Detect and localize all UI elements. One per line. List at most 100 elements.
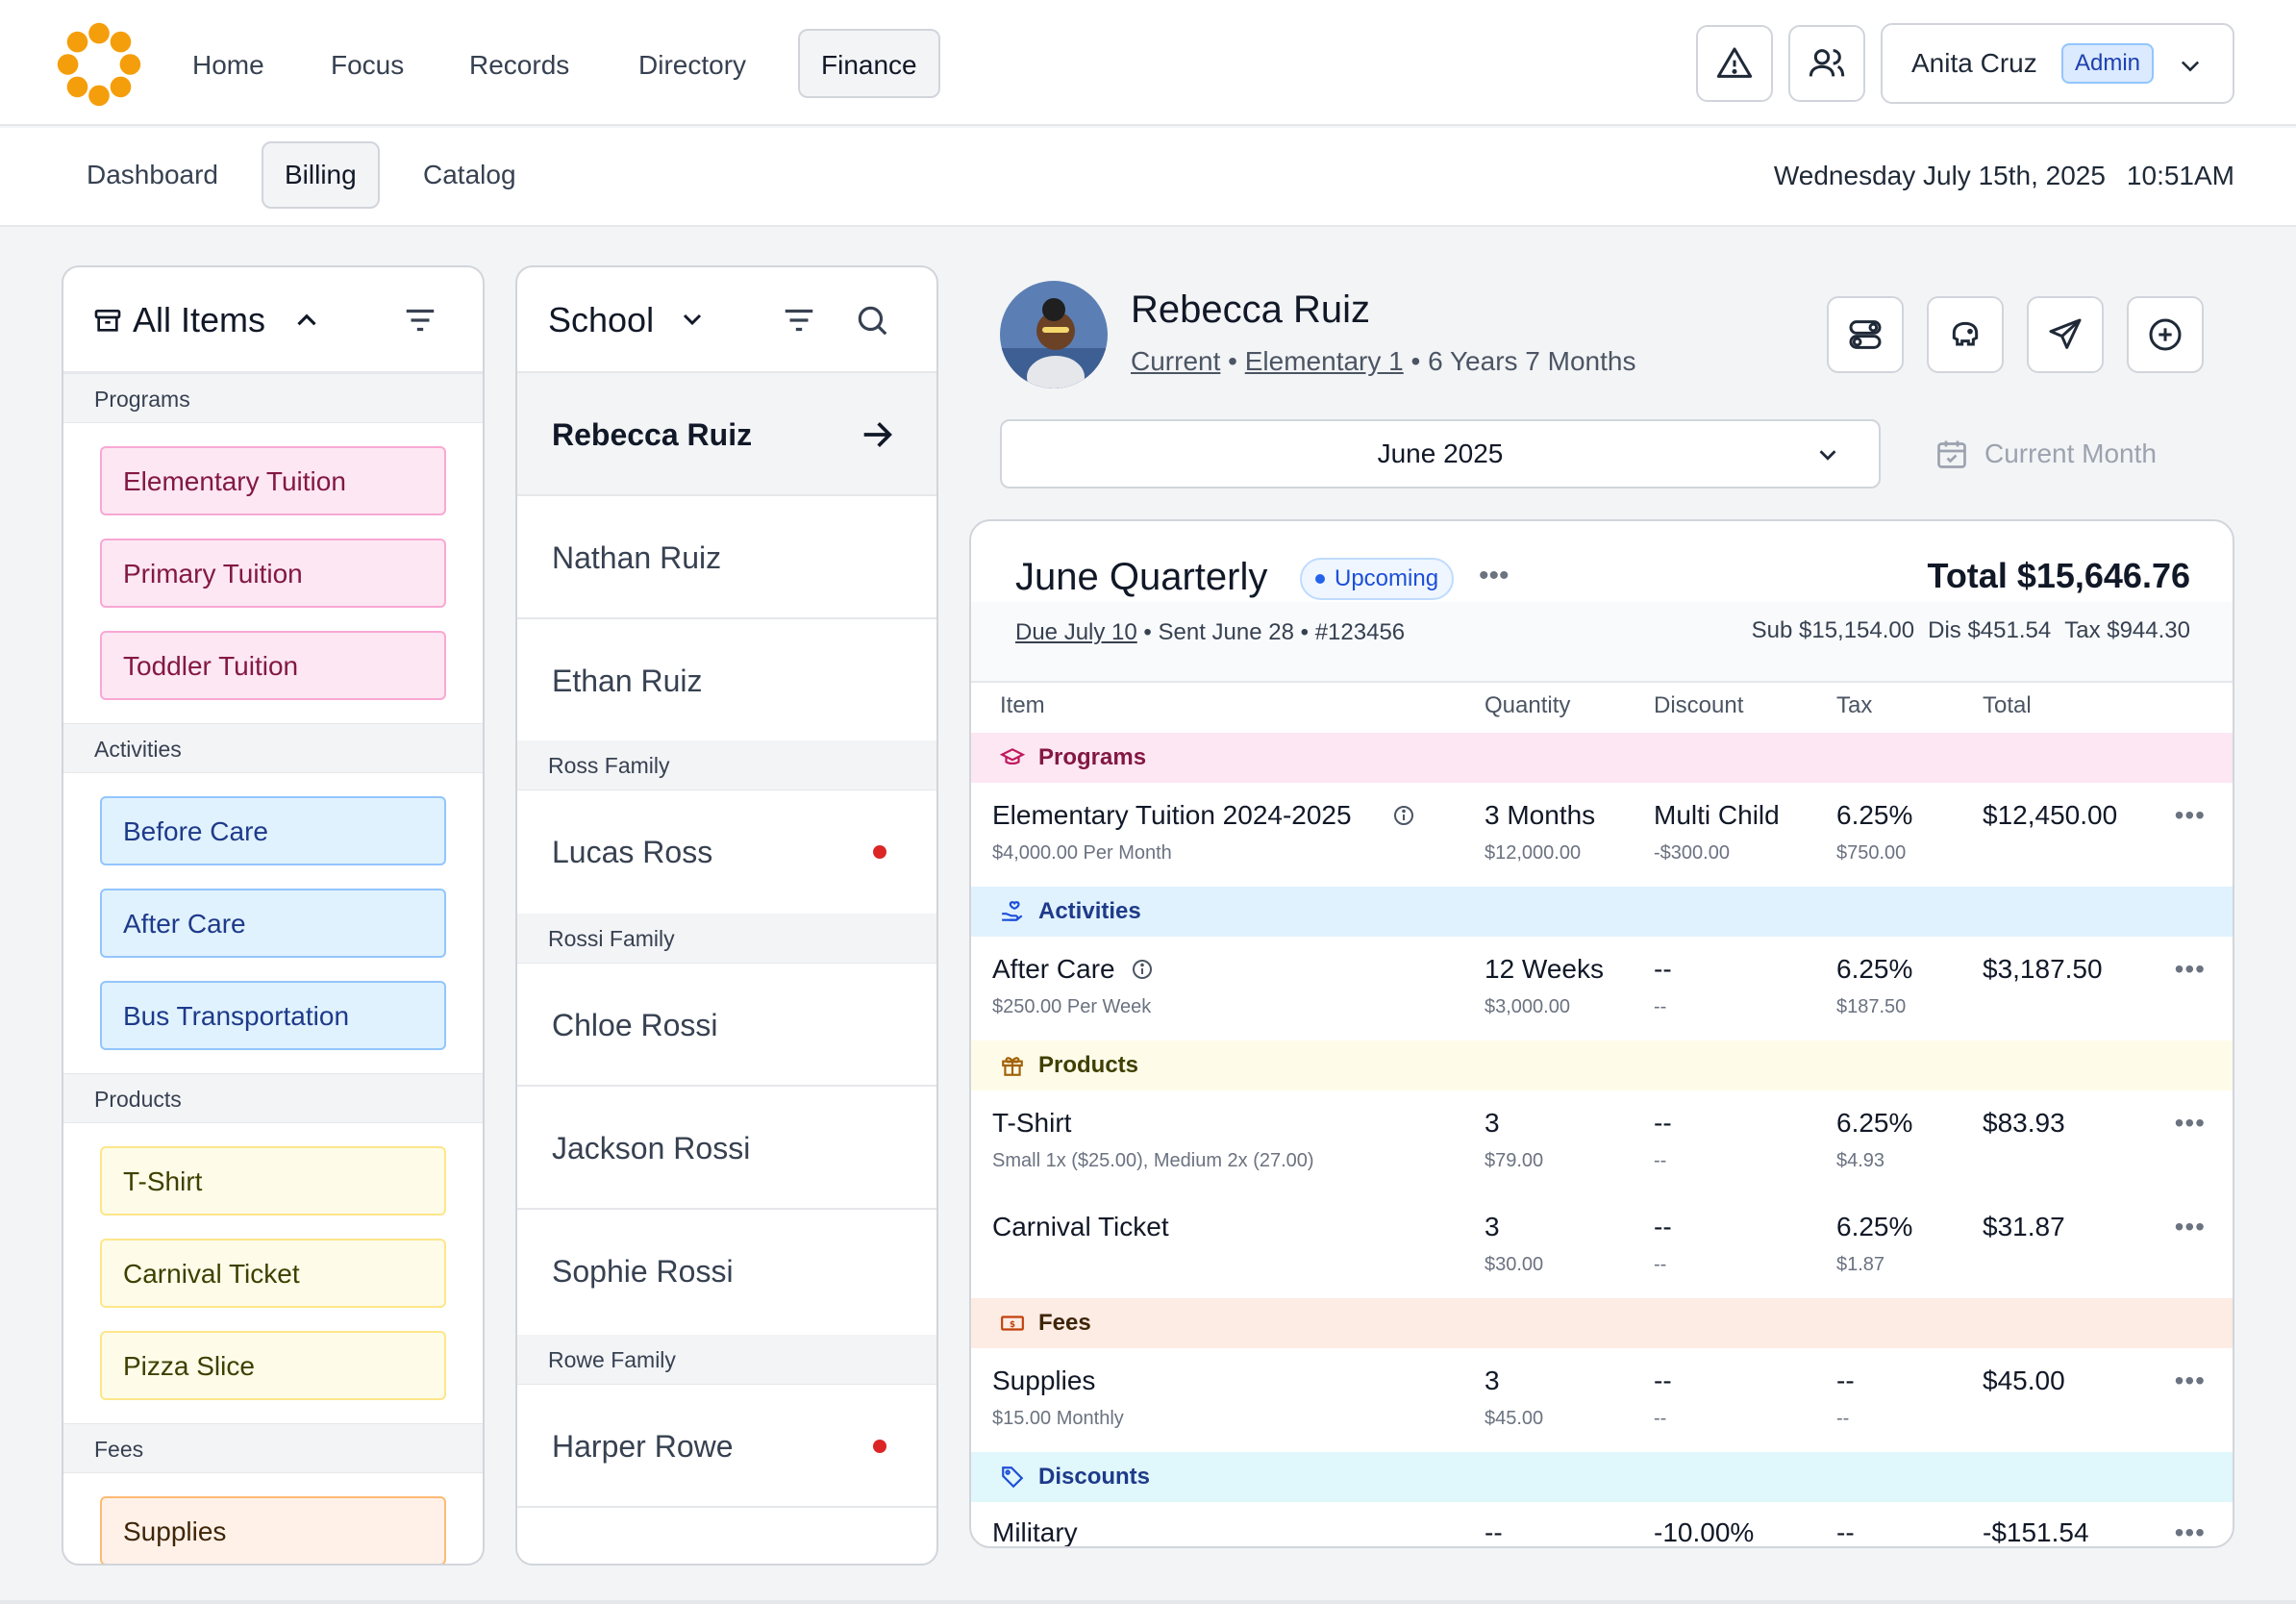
line-item-rate: Small 1x ($25.00), Medium 2x (27.00)	[992, 1150, 1314, 1171]
svg-text:$: $	[1010, 1320, 1015, 1330]
row-more-icon[interactable]: •••	[2174, 1517, 2206, 1547]
tab-billing[interactable]: Billing	[262, 141, 380, 209]
invoice-number: #123456	[1314, 619, 1406, 645]
calendar-check-icon	[1937, 440, 1966, 468]
toggles-button[interactable]	[1827, 296, 1904, 373]
student-name: Lucas Ross	[552, 835, 713, 869]
row-more-icon[interactable]: •••	[2174, 800, 2206, 830]
info-icon[interactable]	[1131, 958, 1154, 981]
row-more-icon[interactable]: •••	[2174, 1108, 2206, 1138]
column-header-quantity: Quantity	[1485, 692, 1571, 718]
alerts-button[interactable]	[1696, 25, 1773, 102]
group-label: Products	[1038, 1052, 1139, 1078]
student-row[interactable]: Jackson Rossi	[517, 1087, 936, 1210]
current-time: 10:51AM	[2126, 161, 2234, 190]
student-row[interactable]: Nathan Ruiz	[517, 496, 936, 619]
tab-catalog[interactable]: Catalog	[423, 160, 516, 189]
student-row[interactable]: Lucas Ross	[517, 790, 936, 914]
row-more-icon[interactable]: •••	[2174, 1366, 2206, 1395]
users-button[interactable]	[1788, 25, 1865, 102]
line-item-tax: 6.25%	[1836, 800, 1913, 830]
column-header-total: Total	[1983, 692, 2032, 718]
current-month-label: Current Month	[1984, 439, 2157, 468]
nav-focus[interactable]: Focus	[331, 50, 405, 80]
student-row[interactable]: Chloe Rossi	[517, 964, 936, 1087]
alert-dot-icon	[873, 1440, 886, 1453]
invoice-subtotals: Sub $15,154.00 Dis $451.54 Tax $944.30	[1738, 617, 2190, 644]
line-item-qty-sub: $3,000.00	[1485, 996, 1570, 1017]
due-date-link[interactable]: Due July 10	[1015, 619, 1137, 645]
item-supplies[interactable]: Supplies	[100, 1496, 446, 1564]
group-label: Programs	[1038, 744, 1147, 770]
line-item-discount-sub: --	[1654, 1408, 1667, 1429]
item-t-shirt[interactable]: T-Shirt	[100, 1146, 446, 1216]
user-name: Anita Cruz	[1911, 48, 2037, 78]
search-icon[interactable]	[854, 302, 890, 338]
row-more-icon[interactable]: •••	[2174, 954, 2206, 984]
filter-icon[interactable]	[402, 302, 438, 338]
student-name: Chloe Rossi	[552, 1008, 718, 1042]
line-item-tax: 6.25%	[1836, 954, 1913, 984]
item-toddler-tuition[interactable]: Toddler Tuition	[100, 631, 446, 700]
student-row[interactable]: Harper Rowe	[517, 1385, 936, 1508]
hand-heart-icon	[1002, 901, 1023, 921]
school-selector[interactable]: School	[548, 300, 655, 339]
nav-home[interactable]: Home	[192, 50, 264, 80]
alert-dot-icon	[873, 845, 886, 859]
line-item-discount: --	[1654, 1108, 1672, 1138]
send-button[interactable]	[2027, 296, 2104, 373]
top-navigation: Home Focus Records Directory Finance Ani…	[0, 0, 2296, 126]
discount-total: Dis $451.54	[1928, 617, 2052, 643]
invoice-more-icon[interactable]: •••	[1479, 560, 1510, 591]
status-link[interactable]: Current	[1131, 346, 1221, 376]
item-before-care[interactable]: Before Care	[100, 796, 446, 865]
item-primary-tuition[interactable]: Primary Tuition	[100, 539, 446, 608]
line-item-discount-sub: --	[1654, 1150, 1667, 1171]
line-item-name: Supplies	[992, 1366, 1096, 1395]
line-item-tax-sub: $187.50	[1836, 996, 1907, 1017]
current-month-button[interactable]: Current Month	[1934, 429, 2157, 479]
line-item-discount: --	[1654, 954, 1672, 984]
month-select[interactable]: June 2025	[1000, 419, 1881, 489]
filter-icon[interactable]	[781, 302, 817, 338]
line-item-name: Military	[992, 1517, 1078, 1547]
group-products: Products	[971, 1040, 2233, 1090]
line-item-discount: --	[1654, 1212, 1672, 1241]
nav-directory[interactable]: Directory	[638, 50, 747, 80]
line-item-discount-sub: -$300.00	[1654, 842, 1730, 864]
item-carnival-ticket[interactable]: Carnival Ticket	[100, 1239, 446, 1308]
date-time: Wednesday July 15th, 2025 10:51AM	[1774, 128, 2234, 224]
item-pizza-slice[interactable]: Pizza Slice	[100, 1331, 446, 1400]
row-more-icon[interactable]: •••	[2174, 1212, 2206, 1241]
section-fees: Fees	[63, 1423, 483, 1473]
item-bus-transportation[interactable]: Bus Transportation	[100, 981, 446, 1050]
line-item-qty: --	[1485, 1517, 1503, 1547]
chevron-down-icon[interactable]	[677, 304, 708, 335]
subtotal: Sub $15,154.00	[1751, 617, 1915, 643]
toggles-icon	[1849, 320, 1882, 349]
group-discounts: Discounts	[971, 1452, 2233, 1502]
line-item-qty: 12 Weeks	[1485, 954, 1604, 984]
piggy-bank-button[interactable]	[1927, 296, 2004, 373]
logo-sunflower-icon[interactable]	[56, 21, 142, 108]
item-elementary-tuition[interactable]: Elementary Tuition	[100, 446, 446, 515]
nav-finance[interactable]: Finance	[798, 29, 940, 98]
nav-records[interactable]: Records	[469, 50, 570, 80]
column-header-item: Item	[1000, 692, 1045, 718]
info-icon[interactable]	[1392, 804, 1415, 827]
program-link[interactable]: Elementary 1	[1244, 346, 1404, 376]
gift-icon	[1002, 1057, 1023, 1076]
student-row-selected[interactable]: Rebecca Ruiz	[517, 373, 936, 496]
chevron-up-icon[interactable]	[290, 304, 323, 337]
student-row[interactable]: Ethan Ruiz	[517, 619, 936, 740]
user-menu-button[interactable]: Anita Cruz Admin	[1881, 23, 2234, 104]
items-panel-title[interactable]: All Items	[133, 300, 266, 339]
student-name: Sophie Rossi	[552, 1254, 734, 1289]
group-activities: Activities	[971, 887, 2233, 937]
item-after-care[interactable]: After Care	[100, 889, 446, 958]
student-row[interactable]: Sophie Rossi	[517, 1210, 936, 1333]
tab-dashboard[interactable]: Dashboard	[87, 160, 218, 189]
chevron-down-icon	[1819, 450, 1836, 461]
line-item-qty-sub: $45.00	[1485, 1408, 1544, 1429]
add-button[interactable]	[2127, 296, 2204, 373]
